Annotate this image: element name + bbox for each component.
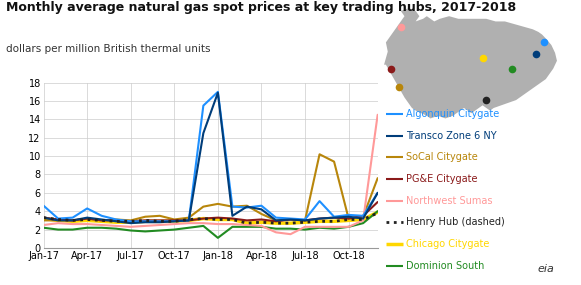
Text: SoCal Citygate: SoCal Citygate <box>406 152 477 162</box>
Text: Dominion South: Dominion South <box>406 260 484 271</box>
Text: Algonquin Citygate: Algonquin Citygate <box>406 109 498 119</box>
Text: PG&E Citygate: PG&E Citygate <box>406 174 477 184</box>
Polygon shape <box>384 8 557 119</box>
Text: Northwest Sumas: Northwest Sumas <box>406 196 492 206</box>
Text: Chicago Citygate: Chicago Citygate <box>406 239 489 249</box>
Text: eia: eia <box>538 264 555 274</box>
Text: Transco Zone 6 NY: Transco Zone 6 NY <box>406 131 496 141</box>
Text: Monthly average natural gas spot prices at key trading hubs, 2017-2018: Monthly average natural gas spot prices … <box>6 1 516 15</box>
Text: Henry Hub (dashed): Henry Hub (dashed) <box>406 217 504 227</box>
Text: dollars per million British thermal units: dollars per million British thermal unit… <box>6 44 210 54</box>
